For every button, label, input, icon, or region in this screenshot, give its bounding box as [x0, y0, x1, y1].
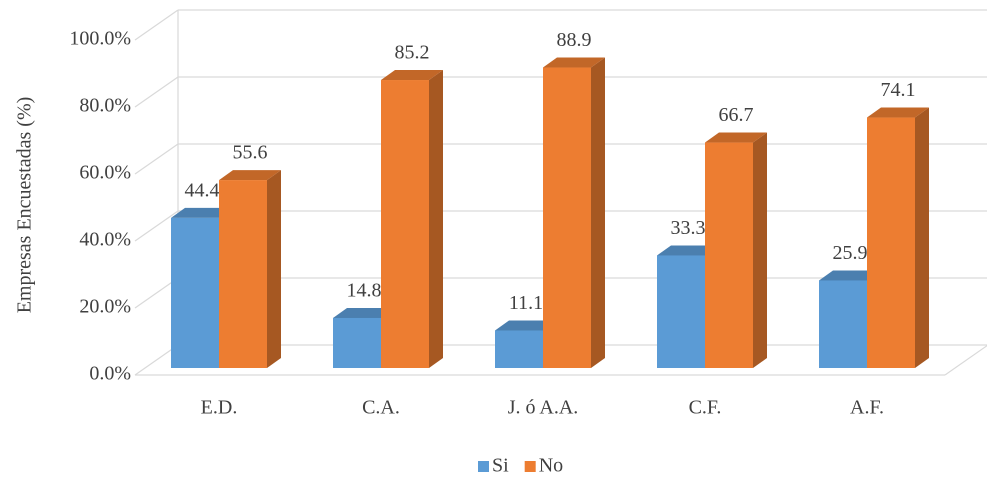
bar-front — [705, 142, 753, 368]
data-label: 85.2 — [395, 42, 430, 64]
grid-line — [134, 143, 179, 175]
bar — [867, 107, 929, 369]
bar-top — [381, 70, 443, 81]
data-label: 88.9 — [557, 29, 592, 51]
x-tick-label: E.D. — [201, 397, 238, 419]
bar-top — [657, 245, 719, 256]
x-tick-label: C.A. — [362, 397, 400, 419]
data-label: 74.1 — [881, 79, 916, 101]
bar-front — [819, 280, 867, 368]
bar-front — [543, 67, 591, 368]
y-tick-label: 40.0% — [79, 229, 131, 251]
bar-top — [495, 320, 557, 331]
bar-front — [657, 255, 705, 368]
bar-front — [381, 80, 429, 369]
grid-line — [134, 210, 179, 242]
x-tick-label: C.F. — [689, 397, 722, 419]
y-tick-label: 20.0% — [79, 296, 131, 318]
legend-label: No — [539, 455, 563, 477]
bar — [705, 132, 767, 368]
grid-line — [134, 76, 179, 108]
bar — [219, 170, 281, 368]
bar — [381, 70, 443, 369]
data-label: 14.8 — [347, 280, 382, 302]
data-label: 25.9 — [833, 242, 868, 264]
bar-side — [591, 57, 605, 368]
legend-swatch — [524, 461, 536, 472]
grid-line — [134, 9, 179, 41]
y-tick-label: 60.0% — [79, 162, 131, 184]
legend-label: Si — [492, 455, 509, 477]
bar-top — [705, 132, 767, 143]
bar-top — [867, 107, 929, 118]
grid-line — [134, 344, 179, 376]
bar-side — [429, 70, 443, 369]
y-axis-title: Empresas Encuestadas (%) — [14, 97, 36, 314]
grid-line — [134, 277, 179, 309]
bar-side — [753, 132, 767, 368]
x-tick-label: A.F. — [850, 397, 884, 419]
bar-top — [819, 270, 881, 281]
floor-edge — [944, 344, 987, 376]
y-tick-label: 80.0% — [79, 95, 131, 117]
x-tick-label: J. ó A.A. — [508, 397, 579, 419]
bar-side — [915, 107, 929, 369]
data-label: 44.4 — [185, 180, 220, 202]
data-label: 55.6 — [233, 142, 268, 164]
legend-swatch — [478, 461, 489, 472]
bar-front — [867, 117, 915, 369]
bar-side — [267, 170, 281, 368]
bar-front — [495, 330, 543, 368]
bar-top — [171, 207, 233, 218]
bar-top — [333, 307, 395, 318]
data-label: 33.3 — [671, 217, 706, 239]
bar-top — [543, 57, 605, 68]
data-label: 11.1 — [509, 292, 543, 314]
y-tick-label: 0.0% — [89, 363, 131, 385]
bar-front — [171, 217, 219, 368]
bar-front — [219, 180, 267, 368]
data-label: 66.7 — [719, 104, 754, 126]
bar-front — [333, 317, 381, 368]
bar — [543, 57, 605, 368]
y-tick-label: 100.0% — [69, 28, 131, 50]
bar-top — [219, 170, 281, 181]
